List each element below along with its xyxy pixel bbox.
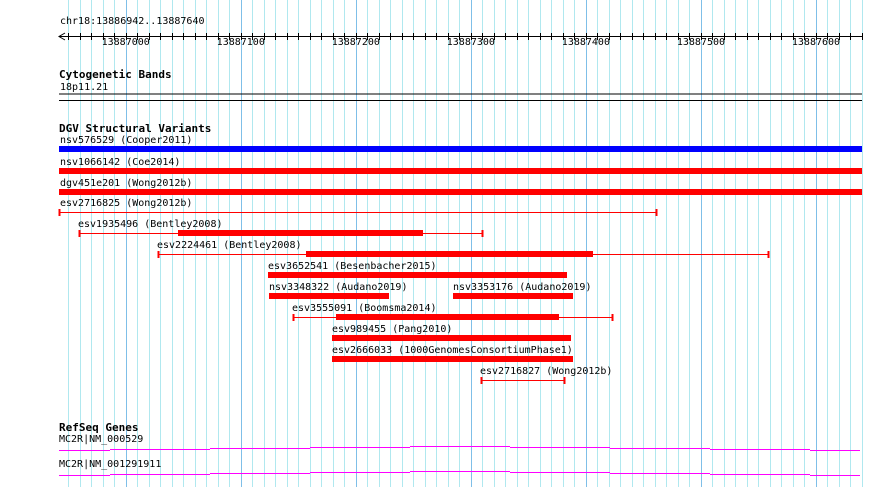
refseq-track: RefSeq Genes MC2R|NM_000529 MC2R|NM_00129… — [59, 421, 860, 476]
ruler-tick-label: 13887200 — [332, 37, 380, 48]
sv-bar — [59, 146, 862, 152]
sv-feature[interactable]: dgv451e201 (Wong2012b) — [59, 178, 862, 195]
sv-feature[interactable]: esv3555091 (Boomsma2014) — [292, 303, 614, 321]
sv-feature[interactable]: nsv3353176 (Audano2019) — [453, 282, 591, 299]
sv-feature-label: nsv1066142 (Coe2014) — [60, 157, 180, 168]
ruler-tick-label: 13887100 — [217, 37, 265, 48]
sv-feature[interactable]: nsv1066142 (Coe2014) — [59, 157, 862, 174]
cytoband-label: 18p11.21 — [60, 82, 108, 93]
sv-feature-label: nsv3348322 (Audano2019) — [269, 282, 407, 293]
gene-label: MC2R|NM_001291911 — [59, 459, 161, 470]
sv-feature-label: esv2716827 (Wong2012b) — [480, 366, 612, 377]
sv-bar — [178, 230, 423, 236]
sv-feature-label: nsv576529 (Cooper2011) — [60, 135, 192, 146]
track-title-cytoband: Cytogenetic Bands — [59, 68, 172, 81]
sv-feature-label: nsv3353176 (Audano2019) — [453, 282, 591, 293]
sv-feature[interactable]: nsv3348322 (Audano2019) — [269, 282, 407, 299]
sv-feature-label: esv989455 (Pang2010) — [332, 324, 452, 335]
cytoband-track: Cytogenetic Bands 18p11.21 — [59, 68, 862, 101]
region-label: chr18:13886942..13887640 — [60, 16, 205, 27]
sv-feature-label: esv3652541 (Besenbacher2015) — [268, 261, 437, 272]
gene-feature[interactable]: MC2R|NM_000529 — [59, 434, 860, 451]
sv-feature[interactable]: esv2224461 (Bentley2008) — [157, 240, 770, 258]
ruler-tick-label: 13887000 — [102, 37, 150, 48]
ruler-tick-label: 13887300 — [447, 37, 495, 48]
sv-bar — [59, 168, 862, 174]
sv-feature-label: esv2224461 (Bentley2008) — [157, 240, 302, 251]
sv-feature-label: esv2666033 (1000GenomesConsortiumPhase1) — [332, 345, 573, 356]
sv-feature-label: dgv451e201 (Wong2012b) — [60, 178, 192, 189]
scroll-left-arrow-icon[interactable] — [58, 32, 66, 41]
sv-bar — [332, 356, 573, 362]
sv-bar — [59, 189, 862, 195]
track-title-refseq: RefSeq Genes — [59, 421, 138, 434]
sv-bar — [306, 251, 593, 257]
grid-lines — [68, 0, 863, 487]
sv-feature-label: esv1935496 (Bentley2008) — [78, 219, 223, 230]
sv-feature[interactable]: esv3652541 (Besenbacher2015) — [268, 261, 567, 278]
gene-feature[interactable]: MC2R|NM_001291911 — [59, 459, 860, 476]
sv-bar — [336, 314, 559, 320]
sv-feature[interactable]: esv1935496 (Bentley2008) — [78, 219, 484, 237]
sv-bar — [453, 293, 573, 299]
sv-feature-label: esv3555091 (Boomsma2014) — [292, 303, 437, 314]
sv-bar — [332, 335, 571, 341]
sv-feature-label: esv2716825 (Wong2012b) — [60, 198, 192, 209]
track-title-dgv: DGV Structural Variants — [59, 122, 211, 135]
sv-feature[interactable]: nsv576529 (Cooper2011) — [59, 135, 862, 152]
ruler[interactable]: chr18:13886942..13887640 13887000 1388710… — [58, 16, 863, 48]
sv-bar — [269, 293, 389, 299]
ruler-tick-label: 13887500 — [677, 37, 725, 48]
ruler-tick-label: 13887600 — [792, 37, 840, 48]
ruler-tick-label: 13887400 — [562, 37, 610, 48]
dgv-track: DGV Structural Variants nsv576529 (Coope… — [58, 122, 862, 384]
sv-feature[interactable]: esv2716825 (Wong2012b) — [58, 198, 658, 216]
sv-feature[interactable]: esv989455 (Pang2010) — [332, 324, 571, 341]
sv-feature[interactable]: esv2666033 (1000GenomesConsortiumPhase1) — [332, 345, 573, 362]
sv-feature[interactable]: esv2716827 (Wong2012b) — [480, 366, 612, 384]
gene-label: MC2R|NM_000529 — [59, 434, 143, 445]
sv-bar — [268, 272, 567, 278]
